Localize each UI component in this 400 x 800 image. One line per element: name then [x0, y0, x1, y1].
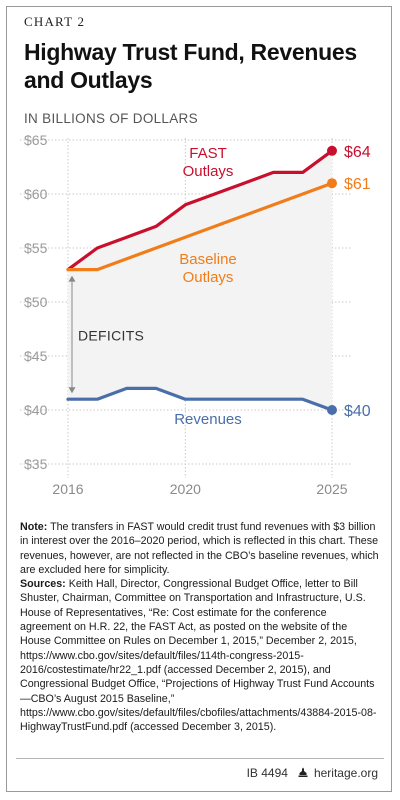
- y-axis-labels: $65 $60 $55 $50 $45 $40 $35: [24, 132, 48, 472]
- annotations: $64$61$40FASTOutlaysBaselineOutlaysReven…: [68, 144, 371, 428]
- fast-outlays-line: [66, 149, 334, 272]
- sources-text: Keith Hall, Director, Congressional Budg…: [20, 578, 377, 734]
- x-axis-labels: 2016 2020 2025: [52, 481, 347, 497]
- baseline-label-line1: Baseline: [179, 251, 237, 268]
- baseline-outlays-endpoint: [327, 178, 337, 189]
- x-tick-label: 2020: [170, 481, 201, 497]
- x-tick-label: 2016: [52, 481, 83, 497]
- notes-block: Note: The transfers in FAST would credit…: [20, 520, 380, 734]
- baseline-outlays-line: [66, 181, 334, 272]
- chart-title: Highway Trust Fund, Revenues and Outlays: [24, 39, 357, 93]
- y-tick-label: $65: [24, 132, 48, 148]
- line-chart: $65 $60 $55 $50 $45 $40 $35 2016 2020 2025 $64 $6…: [20, 132, 371, 497]
- series-lines: [66, 145, 337, 415]
- baseline-label-line2: Outlays: [183, 269, 234, 286]
- figure-frame: [6, 6, 392, 792]
- website-label: heritage.org: [313, 766, 378, 780]
- revenues-label: Revenues: [174, 411, 242, 428]
- y-tick-label: $35: [24, 456, 48, 472]
- revenues-endpoint: [327, 405, 337, 415]
- x-tick-label: 2025: [316, 481, 347, 497]
- y-tick-label: $50: [24, 294, 48, 310]
- chart-number-label: CHART 2: [24, 14, 86, 29]
- deficits-label: DEFICITS: [78, 327, 144, 343]
- fast-outlays-endpoint: [327, 145, 337, 156]
- deficit-area: [68, 150, 332, 411]
- bell-icon: [298, 767, 308, 777]
- units-label: IN BILLIONS OF DOLLARS: [24, 111, 198, 126]
- note-text: The transfers in FAST would credit trust…: [20, 521, 379, 576]
- deficit-arrow-head-top: [68, 275, 76, 282]
- fast-label-line1: FAST: [189, 145, 227, 162]
- y-tick-label: $60: [24, 186, 48, 202]
- y-tick-label: $45: [24, 348, 48, 364]
- issue-brief-id: IB 4494: [246, 766, 288, 780]
- fast-label-line2: Outlays: [183, 163, 234, 180]
- fast-outlays-end-label: $64: [344, 144, 371, 161]
- deficit-shading: [68, 150, 332, 411]
- deficit-arrow-head-bottom: [68, 387, 76, 394]
- footer: IB 4494 heritage.org: [247, 766, 378, 780]
- footer-divider: [16, 758, 384, 759]
- y-tick-label: $40: [24, 402, 48, 418]
- revenues-line: [66, 386, 334, 412]
- note-label: Note:: [20, 521, 48, 533]
- sources-label: Sources:: [20, 578, 66, 591]
- baseline-outlays-end-label: $61: [344, 176, 371, 193]
- revenues-end-label: $40: [344, 403, 371, 420]
- y-tick-label: $55: [24, 240, 48, 256]
